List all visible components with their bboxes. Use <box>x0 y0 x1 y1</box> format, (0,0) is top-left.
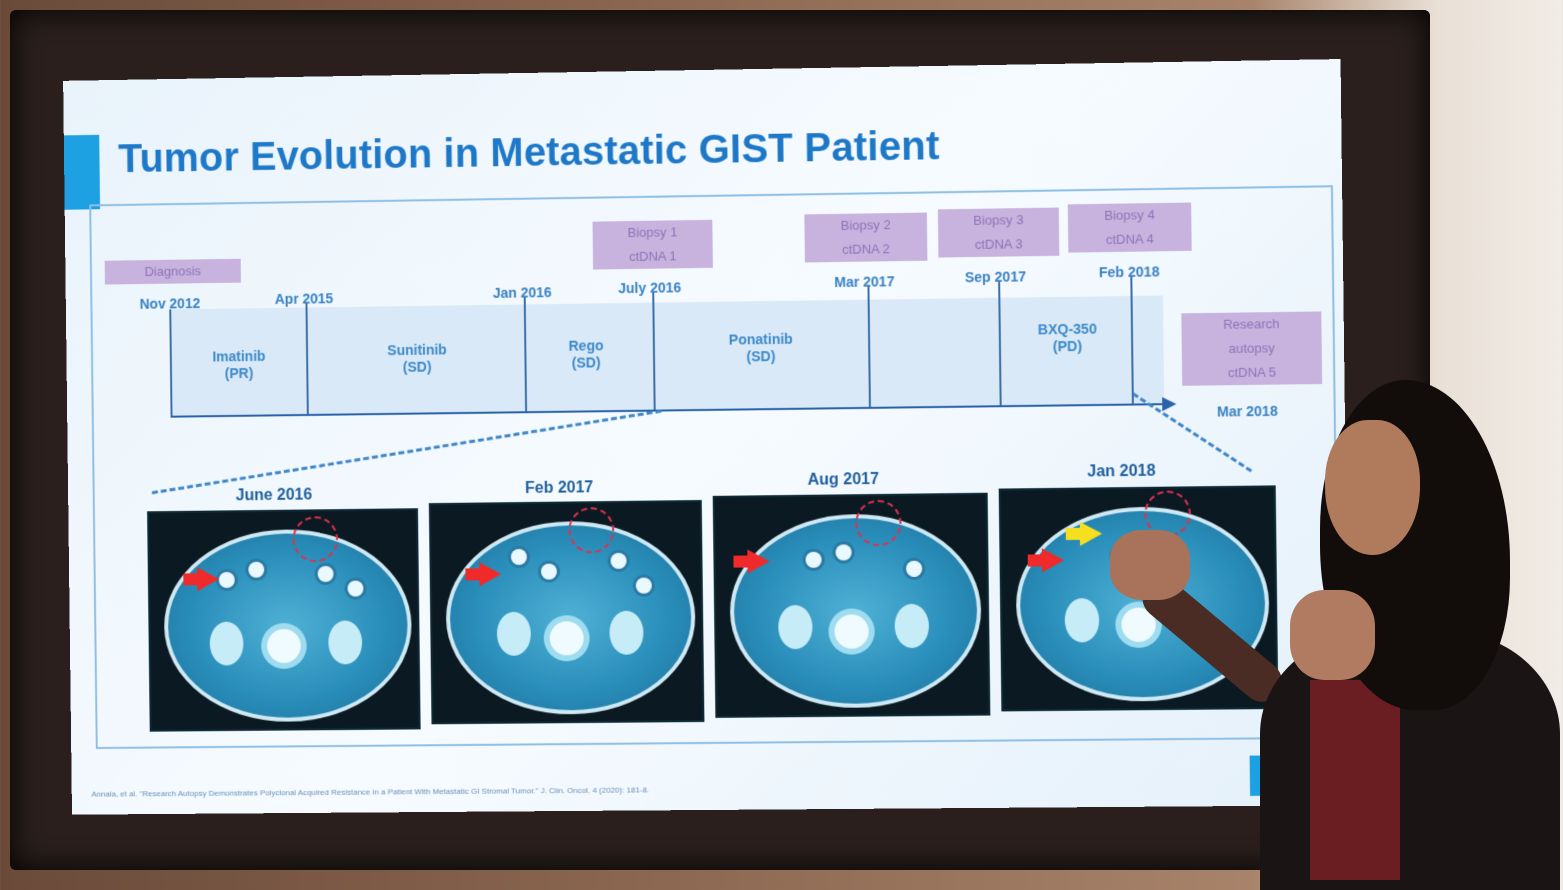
bowel-loop <box>636 578 652 594</box>
lesion-circle-marker <box>292 516 338 562</box>
kidney <box>778 605 813 649</box>
slide-title: Tumor Evolution in Metastatic GIST Patie… <box>118 124 940 182</box>
abdomen-cross-section <box>445 520 696 715</box>
therapy-imatinib: Imatinib (PR) <box>194 348 283 383</box>
ct-scan-image <box>713 493 991 718</box>
lesion-circle-marker <box>855 500 902 547</box>
label-diagnosis: Diagnosis <box>105 259 241 285</box>
abdomen-cross-section <box>729 513 982 709</box>
red-arrow-marker <box>479 562 501 586</box>
ct-scan-image <box>429 500 705 724</box>
presentation-slide: Tumor Evolution in Metastatic GIST Patie… <box>63 59 1350 815</box>
bowel-loop <box>347 581 363 597</box>
ct-scan-image <box>147 508 421 731</box>
citation-text: Annala, et al. "Research Autopsy Demonst… <box>91 785 649 798</box>
presenter-scarf <box>1310 680 1400 880</box>
lesion-circle-marker <box>568 507 614 553</box>
kidney <box>894 604 929 648</box>
bowel-loop <box>511 549 527 565</box>
therapy-ponatinib: Ponatinib (SD) <box>711 330 812 365</box>
bowel-loop <box>318 566 334 582</box>
bowel-loop <box>248 562 264 578</box>
bowel-loop <box>805 552 821 568</box>
label-biopsy-3: Biopsy 3 ctDNA 3 <box>938 208 1059 258</box>
timeline-arrowhead <box>1162 397 1176 411</box>
date-feb-2018: Feb 2018 <box>1099 263 1160 280</box>
scan-date-jan-2018: Jan 2018 <box>1087 463 1156 482</box>
red-arrow-marker <box>747 549 769 573</box>
date-mar-2017: Mar 2017 <box>834 273 894 290</box>
red-arrow-marker <box>197 567 219 591</box>
yellow-arrow-marker <box>1080 522 1103 546</box>
scan-date-june-2016: June 2016 <box>236 487 313 506</box>
therapy-rego: Rego (SD) <box>546 337 626 372</box>
presenter-face <box>1325 420 1420 555</box>
spine <box>834 614 869 648</box>
label-research-autopsy: Research autopsy ctDNA 5 <box>1181 311 1322 385</box>
therapy-sunitinib: Sunitinib (SD) <box>367 341 467 376</box>
date-sep-2017: Sep 2017 <box>965 268 1026 285</box>
presenter-hand <box>1290 590 1375 680</box>
abdomen-cross-section <box>163 528 413 722</box>
bowel-loop <box>906 561 922 577</box>
kidney <box>609 611 643 655</box>
spine <box>267 629 301 663</box>
bowel-loop <box>611 553 627 569</box>
title-accent-bar <box>64 135 100 210</box>
bowel-loop <box>541 564 557 580</box>
scan-date-aug-2017: Aug 2017 <box>808 471 880 490</box>
date-july-2016: July 2016 <box>618 279 681 296</box>
label-biopsy-2: Biopsy 2 ctDNA 2 <box>804 213 927 263</box>
scan-date-feb-2017: Feb 2017 <box>525 479 593 498</box>
timeline-area <box>169 296 1164 417</box>
red-arrow-marker <box>1042 548 1064 572</box>
date-apr-2015: Apr 2015 <box>275 290 334 307</box>
spine <box>550 621 584 655</box>
presenter-figure <box>1220 380 1563 870</box>
date-jan-2016: Jan 2016 <box>493 284 552 301</box>
kidney <box>1065 598 1100 643</box>
kidney <box>210 622 244 666</box>
presenter-hand-pointing <box>1110 530 1190 600</box>
kidney <box>497 612 531 656</box>
kidney <box>328 620 362 664</box>
label-biopsy-1: Biopsy 1 ctDNA 1 <box>593 220 713 270</box>
bowel-loop <box>219 572 235 588</box>
therapy-bxq-350: BXQ-350 (PD) <box>1017 320 1118 356</box>
label-biopsy-4: Biopsy 4 ctDNA 4 <box>1068 203 1192 253</box>
bowel-loop <box>835 544 851 560</box>
